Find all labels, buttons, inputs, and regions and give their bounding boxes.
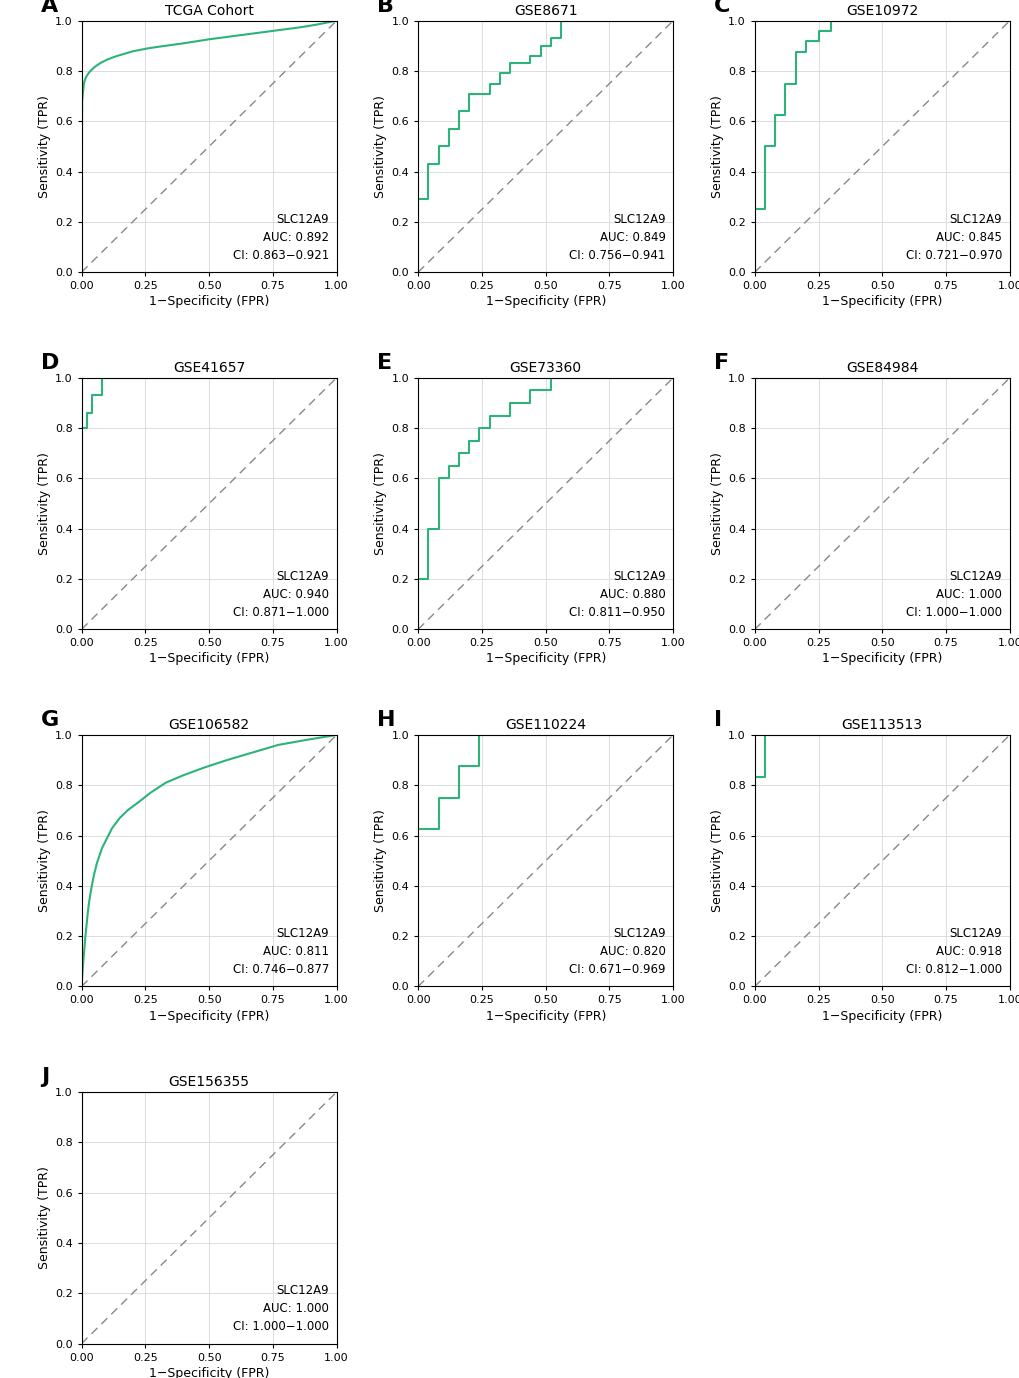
Text: SLC12A9
AUC: 1.000
CI: 1.000−1.000: SLC12A9 AUC: 1.000 CI: 1.000−1.000	[232, 1284, 328, 1334]
Text: SLC12A9
AUC: 0.892
CI: 0.863−0.921: SLC12A9 AUC: 0.892 CI: 0.863−0.921	[232, 214, 328, 262]
Y-axis label: Sensitivity (TPR): Sensitivity (TPR)	[374, 809, 387, 912]
Text: F: F	[713, 353, 729, 372]
X-axis label: 1−Specificity (FPR): 1−Specificity (FPR)	[485, 653, 605, 666]
Title: GSE156355: GSE156355	[168, 1075, 250, 1090]
X-axis label: 1−Specificity (FPR): 1−Specificity (FPR)	[149, 295, 269, 309]
X-axis label: 1−Specificity (FPR): 1−Specificity (FPR)	[821, 653, 942, 666]
Y-axis label: Sensitivity (TPR): Sensitivity (TPR)	[710, 452, 723, 555]
Y-axis label: Sensitivity (TPR): Sensitivity (TPR)	[374, 95, 387, 198]
Text: D: D	[41, 353, 59, 372]
Text: I: I	[713, 710, 721, 730]
X-axis label: 1−Specificity (FPR): 1−Specificity (FPR)	[149, 653, 269, 666]
Text: SLC12A9
AUC: 0.820
CI: 0.671−0.969: SLC12A9 AUC: 0.820 CI: 0.671−0.969	[569, 927, 665, 977]
Text: SLC12A9
AUC: 0.880
CI: 0.811−0.950: SLC12A9 AUC: 0.880 CI: 0.811−0.950	[569, 570, 665, 619]
Text: SLC12A9
AUC: 0.845
CI: 0.721−0.970: SLC12A9 AUC: 0.845 CI: 0.721−0.970	[905, 214, 1001, 262]
Y-axis label: Sensitivity (TPR): Sensitivity (TPR)	[710, 95, 723, 198]
Text: SLC12A9
AUC: 0.811
CI: 0.746−0.877: SLC12A9 AUC: 0.811 CI: 0.746−0.877	[232, 927, 328, 977]
Text: H: H	[377, 710, 395, 730]
Title: GSE8671: GSE8671	[514, 4, 577, 18]
Title: GSE10972: GSE10972	[846, 4, 917, 18]
X-axis label: 1−Specificity (FPR): 1−Specificity (FPR)	[821, 1010, 942, 1022]
Text: J: J	[41, 1067, 49, 1087]
Title: GSE113513: GSE113513	[841, 718, 922, 732]
Y-axis label: Sensitivity (TPR): Sensitivity (TPR)	[374, 452, 387, 555]
Text: SLC12A9
AUC: 1.000
CI: 1.000−1.000: SLC12A9 AUC: 1.000 CI: 1.000−1.000	[905, 570, 1001, 619]
Text: E: E	[377, 353, 392, 372]
Title: GSE41657: GSE41657	[173, 361, 245, 375]
Text: G: G	[41, 710, 59, 730]
X-axis label: 1−Specificity (FPR): 1−Specificity (FPR)	[485, 1010, 605, 1022]
X-axis label: 1−Specificity (FPR): 1−Specificity (FPR)	[821, 295, 942, 309]
Title: GSE84984: GSE84984	[846, 361, 917, 375]
Text: A: A	[41, 0, 58, 15]
Title: GSE73360: GSE73360	[510, 361, 581, 375]
Text: C: C	[713, 0, 730, 15]
Title: GSE106582: GSE106582	[168, 718, 250, 732]
Title: TCGA Cohort: TCGA Cohort	[164, 4, 254, 18]
Y-axis label: Sensitivity (TPR): Sensitivity (TPR)	[38, 809, 51, 912]
X-axis label: 1−Specificity (FPR): 1−Specificity (FPR)	[149, 1010, 269, 1022]
Y-axis label: Sensitivity (TPR): Sensitivity (TPR)	[38, 95, 51, 198]
Text: B: B	[377, 0, 394, 15]
Y-axis label: Sensitivity (TPR): Sensitivity (TPR)	[38, 1166, 51, 1269]
Title: GSE110224: GSE110224	[504, 718, 586, 732]
Text: SLC12A9
AUC: 0.918
CI: 0.812−1.000: SLC12A9 AUC: 0.918 CI: 0.812−1.000	[905, 927, 1001, 977]
Y-axis label: Sensitivity (TPR): Sensitivity (TPR)	[710, 809, 723, 912]
Text: SLC12A9
AUC: 0.849
CI: 0.756−0.941: SLC12A9 AUC: 0.849 CI: 0.756−0.941	[569, 214, 665, 262]
Y-axis label: Sensitivity (TPR): Sensitivity (TPR)	[38, 452, 51, 555]
X-axis label: 1−Specificity (FPR): 1−Specificity (FPR)	[485, 295, 605, 309]
Text: SLC12A9
AUC: 0.940
CI: 0.871−1.000: SLC12A9 AUC: 0.940 CI: 0.871−1.000	[232, 570, 328, 619]
X-axis label: 1−Specificity (FPR): 1−Specificity (FPR)	[149, 1367, 269, 1378]
